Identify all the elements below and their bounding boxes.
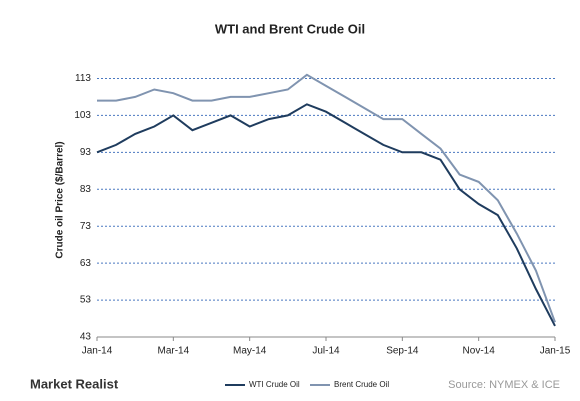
x-tick-label: Jan-15	[540, 346, 571, 357]
legend-label: Brent Crude Oil	[334, 380, 389, 389]
x-tick-label: Sep-14	[386, 346, 419, 357]
x-tick-label: Nov-14	[463, 346, 496, 357]
y-tick-label: 103	[74, 110, 91, 121]
brand: Market Realist	[30, 376, 119, 391]
x-tick-label: Jan-14	[82, 346, 113, 357]
y-axis-label: Crude oil Price ($/Barrel)	[55, 141, 66, 258]
legend-label: WTI Crude Oil	[249, 380, 300, 389]
source: Source: NYMEX & ICE	[448, 379, 560, 391]
y-tick-label: 73	[80, 221, 92, 232]
y-tick-label: 113	[75, 73, 91, 84]
x-tick-label: Jul-14	[312, 346, 340, 357]
x-tick-label: Mar-14	[157, 346, 189, 357]
y-tick-label: 53	[80, 295, 92, 306]
x-tick-label: May-14	[233, 346, 267, 357]
y-tick-label: 93	[80, 147, 92, 158]
y-tick-label: 63	[80, 258, 92, 269]
y-tick-label: 83	[80, 184, 92, 195]
line	[96, 103, 556, 327]
y-tick-label: 43	[80, 332, 92, 343]
chart-title: WTI and Brent Crude Oil	[215, 21, 365, 36]
line	[97, 73, 556, 323]
